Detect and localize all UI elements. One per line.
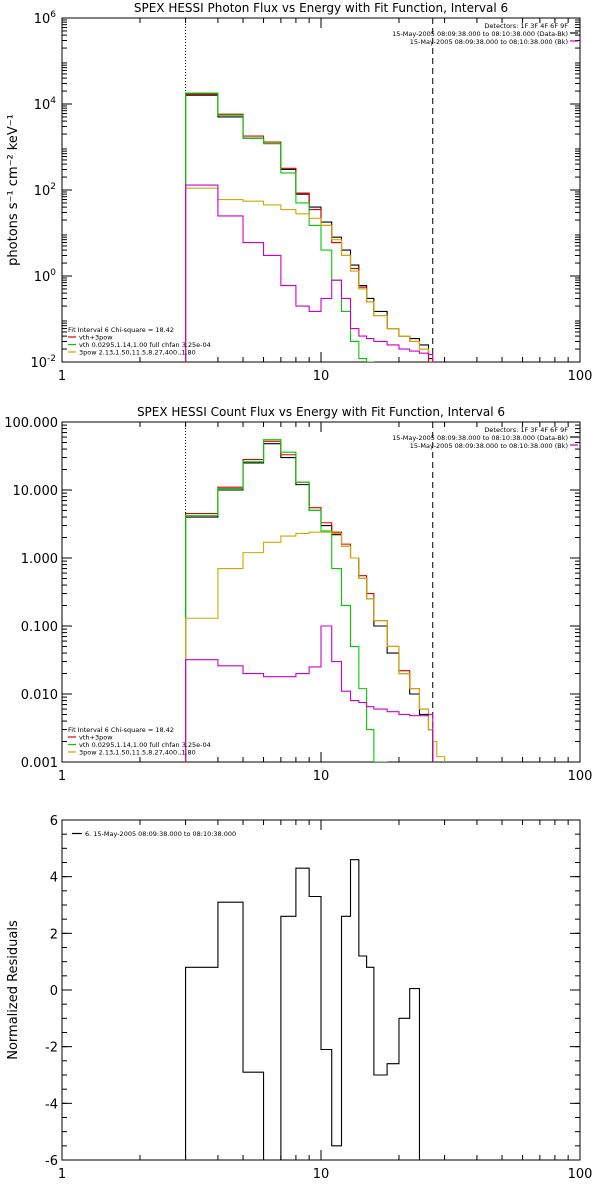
x-tick-label: 1 [58, 369, 66, 384]
legend-entry: Detectors: 1F 3F 4F 6F 9F [484, 22, 568, 30]
legend-entry: 15-May-2005 08:09:38.000 to 08:10:38.000… [392, 30, 568, 38]
legend-entry: 3pow 2.13,1.50,11.5,8.27,400.,1.80 [79, 749, 196, 757]
plot-frame [61, 421, 581, 763]
series-line-vth [185, 92, 375, 362]
y-tick-label: 0 [50, 984, 58, 999]
legend-entry: 15-May-2005 08:09:38.000 to 08:10:38.000… [410, 38, 568, 46]
series-line-bk [185, 625, 434, 762]
series-line-3pow [185, 531, 446, 762]
x-tick-label: 10 [313, 369, 330, 384]
y-tick-label: 10-2 [30, 354, 56, 371]
y-axis-label: Normalized Residuals [6, 920, 21, 1060]
y-tick-label: 10.000 [13, 484, 59, 499]
legend-entry: vth+3pow [79, 734, 113, 742]
x-tick-label: 10 [313, 769, 330, 784]
chart-panel-1: SPEX HESSI Photon Flux vs Energy with Fi… [6, 1, 592, 384]
legend-entry: vth 0.0295,1.14,1.00 full chfan 3.25e-04 [79, 741, 211, 749]
legend-entry: 6. 15-May-2005 08:09:38.000 to 08:10:38.… [85, 830, 236, 838]
series-line-vth-3pow [185, 93, 434, 362]
legend-entry: vth 0.0295,1.14,1.00 full chfan 3.25e-04 [79, 341, 211, 349]
y-tick-label: 0.010 [21, 688, 58, 703]
y-tick-label: 4 [50, 871, 58, 886]
series-line-data-bk [185, 94, 434, 362]
y-axis-label: photons s⁻¹ cm⁻² keV⁻¹ [6, 114, 21, 266]
chart-title: SPEX HESSI Count Flux vs Energy with Fit… [137, 405, 505, 419]
legend-entry: Fit Interval 6 Chi-square = 18.42 [68, 726, 174, 734]
y-tick-label: 100.000 [4, 416, 58, 431]
chart-panel-3: Normalized Residuals 1 10 100 -6 -4 -2 0 2 4 6 6. 1… [6, 814, 592, 1182]
chart-panel-2: SPEX HESSI Count Flux vs Energy with Fit… [4, 405, 592, 784]
x-tick-label: 100 [568, 1167, 593, 1182]
x-tick-label: 100 [568, 369, 593, 384]
y-tick-label: 6 [50, 814, 58, 829]
y-tick-label: 0.001 [21, 756, 58, 771]
series-line-6-15-may-2005-08-09-38-000-to-08-10-38-000 [185, 859, 421, 1160]
series-line-vth [185, 439, 388, 762]
y-tick-label: -6 [45, 1154, 58, 1169]
y-tick-label: 102 [34, 182, 56, 199]
y-tick-label: 100 [34, 268, 57, 285]
y-tick-label: 0.100 [21, 620, 58, 635]
y-tick-label: -4 [45, 1097, 58, 1112]
series-line-3pow [185, 187, 434, 362]
y-tick-label: 104 [34, 96, 57, 113]
legend-entry: 15-May-2005 08:09:38.000 to 08:10:38.000… [392, 434, 568, 442]
x-tick-label: 1 [58, 769, 66, 784]
x-tick-label: 100 [568, 769, 593, 784]
legend-entry: 15-May-2005 08:09:38.000 to 08:10:38.000… [410, 442, 568, 450]
y-tick-label: 2 [50, 927, 58, 942]
y-tick-label: 1.000 [21, 552, 58, 567]
legend-entry: 3pow 2.13,1.50,11.5,8.27,400.,1.80 [79, 349, 196, 357]
chart-title: SPEX HESSI Photon Flux vs Energy with Fi… [134, 1, 508, 15]
x-tick-label: 10 [313, 1167, 330, 1182]
legend-entry: vth+3pow [79, 334, 113, 342]
y-tick-label: 106 [34, 10, 57, 27]
x-tick-label: 1 [58, 1167, 66, 1182]
legend-entry: Fit Interval 6 Chi-square = 18.42 [68, 326, 174, 334]
legend-entry: Detectors: 1F 3F 4F 6F 9F [484, 426, 568, 434]
series-line-bk [185, 184, 434, 362]
y-tick-label: -2 [45, 1041, 58, 1056]
